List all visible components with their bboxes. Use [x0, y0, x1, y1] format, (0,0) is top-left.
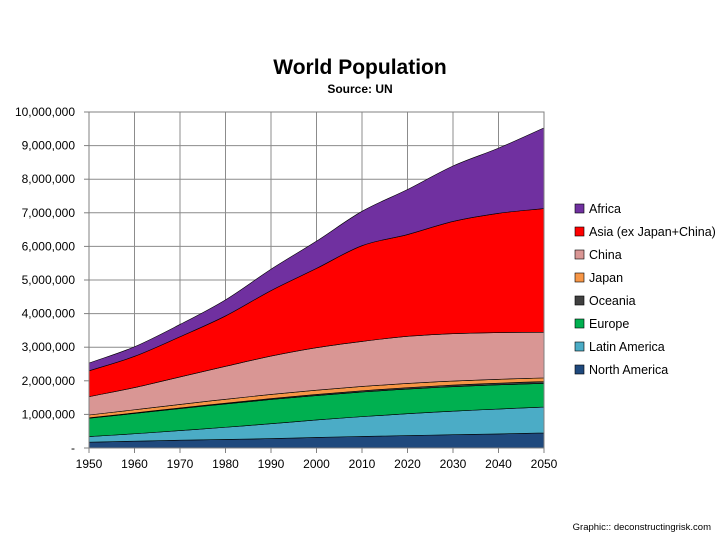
x-tick-label: 2010	[349, 457, 376, 471]
x-tick-label: 1980	[212, 457, 239, 471]
x-tick-label: 2030	[440, 457, 467, 471]
x-axis: 1950 1960 1970 1980 1990 2000 2010 2020 2030 2040…	[76, 448, 558, 471]
legend-label-asia-ex-japan-china: Asia (ex Japan+China)	[589, 225, 716, 239]
y-axis: - 1,000,000 2,000,000 3,000,000 4,000,000 5,0…	[15, 105, 89, 455]
y-tick-label: 4,000,000	[22, 307, 76, 321]
y-tick-label: 2,000,000	[22, 374, 76, 388]
chart-title: World Population	[273, 56, 446, 79]
x-tick-label: 2040	[485, 457, 512, 471]
legend-swatch-africa	[574, 203, 585, 214]
y-tick-label: 1,000,000	[22, 407, 76, 421]
x-tick-label: 1950	[76, 457, 103, 471]
legend-label-europe: Europe	[589, 317, 629, 331]
y-tick-label: 5,000,000	[22, 273, 76, 287]
credit-text: Graphic:: deconstructingrisk.com	[573, 522, 711, 533]
legend-swatch-oceania	[574, 295, 585, 306]
legend-label-china: China	[589, 248, 622, 262]
x-tick-label: 2050	[531, 457, 558, 471]
y-tick-label: 7,000,000	[22, 206, 76, 220]
legend-label-oceania: Oceania	[589, 294, 636, 308]
y-tick-label: 6,000,000	[22, 239, 76, 253]
legend-swatch-china	[574, 249, 585, 260]
legend: Africa Asia (ex Japan+China) China Japan Oce…	[574, 202, 716, 377]
legend-swatch-north-america	[574, 364, 585, 375]
legend-swatch-asia-ex-japan-china	[574, 226, 585, 237]
x-tick-label: 1990	[258, 457, 285, 471]
y-tick-label: 10,000,000	[15, 105, 75, 119]
legend-swatch-japan	[574, 272, 585, 283]
legend-label-africa: Africa	[589, 202, 621, 216]
chart-subtitle: Source: UN	[327, 82, 392, 96]
legend-label-latin-america: Latin America	[589, 340, 665, 354]
legend-swatch-europe	[574, 318, 585, 329]
y-tick-label: -	[71, 441, 75, 455]
legend-swatch-latin-america	[574, 341, 585, 352]
legend-label-japan: Japan	[589, 271, 623, 285]
legend-label-north-america: North America	[589, 363, 668, 377]
y-tick-label: 3,000,000	[22, 340, 76, 354]
x-tick-label: 1970	[167, 457, 194, 471]
y-tick-label: 8,000,000	[22, 172, 76, 186]
y-tick-label: 9,000,000	[22, 139, 76, 153]
x-tick-label: 2000	[303, 457, 330, 471]
x-tick-label: 2020	[394, 457, 421, 471]
x-tick-label: 1960	[121, 457, 148, 471]
